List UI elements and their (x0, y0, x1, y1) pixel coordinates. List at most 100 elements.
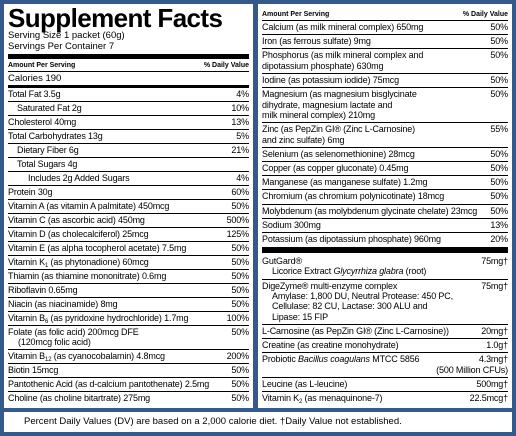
name-line: Probiotic Bacillus coagulans MTCC 5856 (262, 354, 420, 364)
name-line: and zinc sulfate) 6mg (262, 134, 345, 145)
daily-value: 50% (231, 256, 249, 267)
row: Vitamin A (as vitamin A palmitate) 450mc… (8, 198, 249, 213)
ingredient-name: Thiamin (as thiamine mononitrate) 0.6mg (8, 271, 166, 281)
ingredient-name: Vitamin K1 (as phytonadione) 60mcg (8, 256, 149, 269)
daily-value: 50% (490, 162, 508, 173)
daily-value: 50% (490, 74, 508, 85)
name-line: L-Carnosine (as PepZin GI® (Zinc L-Carno… (262, 325, 449, 336)
row: Potassium (as dipotassium phosphate) 960… (262, 231, 508, 246)
name-line: Thiamin (as thiamine mononitrate) 0.6mg (8, 270, 167, 281)
name-line: Folate (as folic acid) 200mcg DFE (8, 326, 139, 337)
name-line: Includes 2g Added Sugars (28, 172, 130, 183)
daily-value: 20% (490, 233, 508, 244)
footnote-panel: Percent Daily Values (DV) are based on a… (4, 412, 512, 432)
ingredient-name: Pantothenic Acid (as d-calcium pantothen… (8, 379, 209, 389)
ingredient-name: Vitamin D (as cholecalciferol) 25mcg (8, 229, 149, 239)
row: Total Sugars 4g (8, 156, 249, 171)
row: Manganese (as manganese sulfate) 1.2mg 50… (262, 175, 508, 189)
name-line: Cholesterol 40mg (8, 116, 77, 127)
daily-value: 50% (231, 200, 249, 211)
daily-value: 4% (236, 89, 249, 99)
name-line: DigeZyme® multi-enzyme complex (262, 280, 398, 291)
row: Vitamin B6 (as pyridoxine hydrochloride)… (8, 310, 250, 325)
table-header: Amount Per Serving % Daily Value (262, 8, 508, 21)
name-line: Lipase: 15 FIP (272, 311, 328, 322)
ingredient-name: Total Carbohydrates 13g (8, 131, 103, 141)
ingredient-name: Calcium (as milk mineral complex) 650mg (262, 22, 423, 32)
ingredient-name: Total Fat 3.5g (8, 89, 61, 99)
row: Vitamin D (as cholecalciferol) 25mcg 125% (8, 226, 250, 241)
name-line: Copper (as copper gluconate) 0.45mg (262, 162, 409, 173)
daily-value: 50% (231, 284, 249, 295)
row: Molybdenum (as molybdenum glycinate chel… (262, 203, 508, 218)
daily-value: 4.3mg† (500 Million CFUs) (436, 354, 508, 375)
daily-value: 50% (231, 326, 249, 337)
name-line: Potassium (as dipotassium phosphate) 960… (262, 233, 441, 244)
row: Cholesterol 40mg 13% (8, 114, 249, 129)
row: Total Carbohydrates 13g 5% (8, 128, 249, 143)
name-line: milk mineral complex) 210mg (262, 109, 375, 120)
ingredient-name: Zinc (as PepZin GI® (Zinc L-Carnosine) an… (262, 124, 415, 145)
subscript: 12 (45, 357, 52, 364)
name-text: Licorice Extract (272, 266, 334, 277)
name-line: Vitamin A (as vitamin A palmitate) 450mc… (8, 200, 170, 211)
header-dv: % Daily Value (203, 62, 249, 69)
name-line: Creatine (as creatine monohydrate) (262, 340, 399, 351)
row: Vitamin K1 (as phytonadione) 60mcg 50% (8, 254, 249, 269)
daily-value: 13% (231, 116, 249, 127)
name-line: Phosphorus (as milk mineral complex and (262, 50, 424, 61)
row: L-Carnosine (as PepZin GI® (Zinc L-Carno… (262, 323, 508, 338)
mineral-rows: Calcium (as milk mineral complex) 650mg 5… (262, 21, 508, 246)
daily-value: 60% (231, 186, 249, 197)
header-amount: Amount Per Serving (262, 11, 330, 18)
daily-value: 50% (231, 270, 249, 281)
name-text: (root) (403, 266, 427, 277)
row: Vitamin E (as alpha tocopherol acetate) … (8, 240, 249, 255)
header-amount: Amount Per Serving (8, 62, 76, 69)
name-line: Vitamin B6 (as pyridoxine hydrochloride)… (8, 312, 189, 325)
ingredient-name: Manganese (as manganese sulfate) 1.2mg (262, 177, 428, 187)
name-line: Sodium 300mg (262, 219, 321, 230)
name-line: Licorice Extract Glycyrrhiza glabra (roo… (262, 266, 426, 276)
ingredient-name: Sodium 300mg (262, 220, 321, 230)
row: Includes 2g Added Sugars 4% (8, 170, 249, 185)
row: Pantothenic Acid (as d-calcium pantothen… (8, 377, 249, 391)
daily-value: 50% (231, 365, 249, 376)
ingredient-name: Selenium (as selenomethionine) 28mcg (262, 149, 415, 159)
name-text: Vitamin B (8, 312, 46, 323)
name-line: Choline (as choline bitartrate) 275mg (8, 393, 151, 404)
footnote: Percent Daily Values (DV) are based on a… (24, 416, 402, 427)
name-text: Vitamin K (8, 256, 46, 267)
row: Copper (as copper gluconate) 0.45mg 50% (262, 160, 508, 175)
ingredient-name: Phosphorus (as milk mineral complex and d… (262, 50, 423, 71)
name-line: Iron (as ferrous sulfate) 9mg (262, 36, 371, 47)
ingredient-name: Potassium (as dipotassium phosphate) 960… (262, 234, 441, 244)
thick-rule (8, 54, 249, 59)
daily-value: 50% (490, 89, 508, 100)
name-line: Leucine (as L-leucine) (262, 378, 348, 389)
daily-value: 50% (490, 36, 508, 47)
daily-value: 100% (226, 312, 250, 323)
name-line: Saturated Fat 2g (17, 102, 82, 113)
dv-line: 4.3mg† (478, 354, 508, 365)
row: DigeZyme® multi-enzyme complex Amylase: 1… (262, 278, 508, 324)
ingredient-name: Riboflavin 0.65mg (8, 285, 78, 295)
daily-value: 75mg† (481, 280, 508, 291)
thick-rule (8, 85, 249, 88)
ingredient-name: Magnesium (as magnesium bisglycinate dihy… (262, 89, 417, 120)
daily-value: 125% (226, 228, 250, 239)
ingredient-name: Protein 30g (8, 187, 53, 197)
name-text: Vitamin K (262, 392, 300, 403)
ingredient-name: Cholesterol 40mg (8, 117, 76, 127)
row: Protein 30g 60% (8, 184, 249, 199)
row: Chromium (as chromium polynicotinate) 18… (262, 189, 508, 203)
right-panel: Amount Per Serving % Daily Value Calcium… (258, 4, 512, 408)
ingredient-name: Creatine (as creatine monohydrate) (262, 340, 399, 351)
row: Total Fat 3.5g 4% (8, 88, 249, 101)
daily-value: 75mg† (481, 256, 508, 266)
name-line: dihydrate, magnesium lactate and (262, 99, 393, 110)
row: GutGard® Licorice Extract Glycyrrhiza gla… (262, 255, 508, 279)
row: Iodine (as potassium iodide) 75mcg 50% (262, 72, 508, 87)
row: Vitamin K2 (as menaquinone-7) 22.5mcg† (262, 390, 508, 405)
daily-value: 50% (490, 50, 508, 61)
